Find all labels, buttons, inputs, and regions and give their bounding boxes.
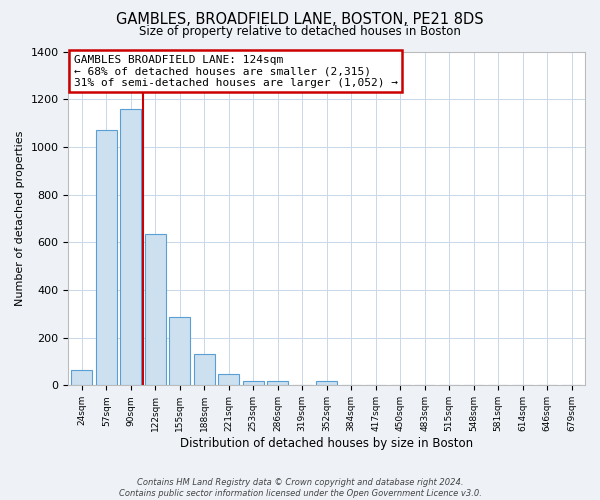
Text: GAMBLES BROADFIELD LANE: 124sqm
← 68% of detached houses are smaller (2,315)
31%: GAMBLES BROADFIELD LANE: 124sqm ← 68% of… <box>74 55 398 88</box>
X-axis label: Distribution of detached houses by size in Boston: Distribution of detached houses by size … <box>180 437 473 450</box>
Bar <box>121 108 141 386</box>
Bar <box>71 370 92 386</box>
Bar <box>96 130 117 386</box>
Bar <box>169 318 190 386</box>
Bar <box>194 354 215 386</box>
Bar <box>268 380 288 386</box>
Bar <box>243 380 263 386</box>
Bar <box>218 374 239 386</box>
Bar <box>145 234 166 386</box>
Bar <box>316 380 337 386</box>
Text: GAMBLES, BROADFIELD LANE, BOSTON, PE21 8DS: GAMBLES, BROADFIELD LANE, BOSTON, PE21 8… <box>116 12 484 28</box>
Y-axis label: Number of detached properties: Number of detached properties <box>15 130 25 306</box>
Text: Contains HM Land Registry data © Crown copyright and database right 2024.
Contai: Contains HM Land Registry data © Crown c… <box>119 478 481 498</box>
Text: Size of property relative to detached houses in Boston: Size of property relative to detached ho… <box>139 25 461 38</box>
